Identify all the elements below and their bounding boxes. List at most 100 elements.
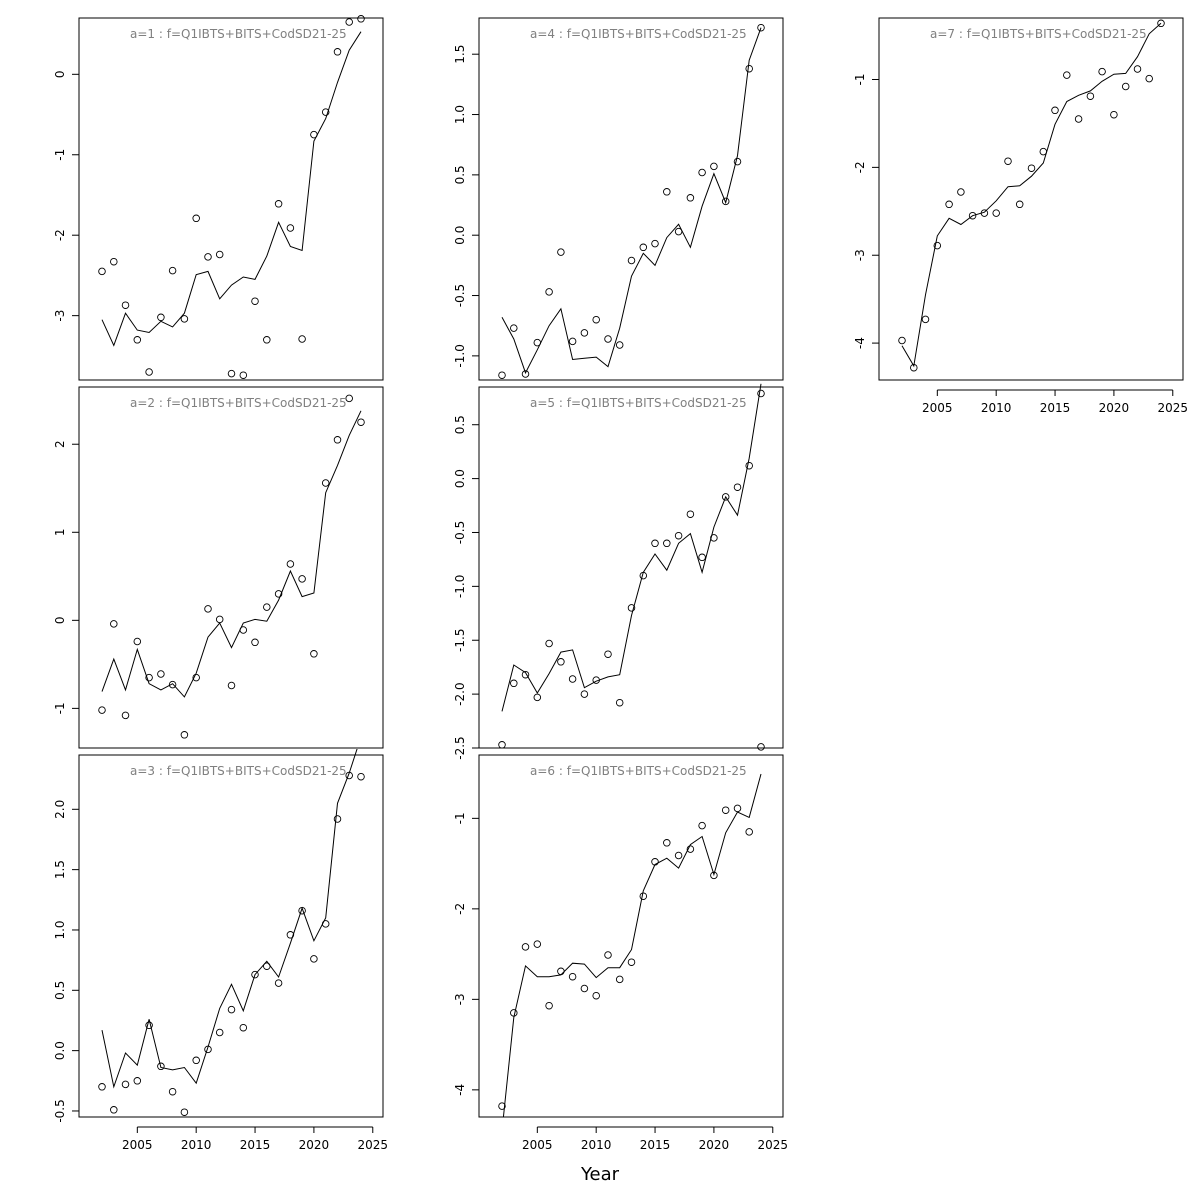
observed-point — [133, 1077, 142, 1085]
observed-point — [204, 253, 212, 261]
observed-point — [180, 315, 189, 323]
observed-point — [627, 256, 636, 265]
observed-point — [157, 313, 165, 322]
observed-point — [145, 673, 153, 682]
x-tick-label: 2010 — [581, 1138, 612, 1152]
observed-point — [168, 680, 177, 689]
observed-point — [498, 1102, 506, 1110]
observed-point — [674, 227, 683, 236]
observed-point — [698, 821, 706, 830]
observed-point — [239, 1023, 248, 1032]
observed-point — [968, 211, 977, 220]
observed-point — [710, 162, 718, 171]
observed-point — [192, 673, 200, 682]
observed-point — [145, 368, 153, 376]
observed-point — [721, 197, 730, 206]
observed-point — [110, 1106, 118, 1114]
observed-point — [310, 650, 318, 658]
observed-point — [510, 679, 518, 688]
panel-2: a=2 : f=Q1IBTS+BITS+CodSD21-25 -1 0 1 2 — [53, 386, 384, 749]
y-tick-label: 2.0 — [53, 800, 67, 819]
x-tick-label: 2005 — [522, 1138, 553, 1152]
observed-point — [357, 772, 365, 781]
observed-point — [521, 670, 530, 679]
observed-point — [510, 1009, 518, 1017]
y-tick-label: -2.0 — [453, 682, 467, 705]
observed-point — [1121, 82, 1130, 91]
observed-point — [298, 335, 306, 343]
observed-point — [651, 858, 659, 866]
observed-point — [274, 979, 283, 987]
observed-point — [121, 711, 130, 720]
observed-point — [510, 324, 518, 332]
panel-4: a=4 : f=Q1IBTS+BITS+CodSD21-25 -1.0 -0.5 0.… — [453, 17, 784, 381]
observed-point — [239, 371, 248, 379]
panel-7: a=7 : f=Q1IBTS+BITS+CodSD21-25 -4 -3 -2 -1 20… — [853, 17, 1188, 415]
panel-5: a=5 : f=Q1IBTS+BITS+CodSD21-25 -2.5 -2.0 -1… — [453, 383, 784, 760]
observed-point — [686, 510, 695, 518]
observed-point — [274, 200, 283, 208]
observed-point — [557, 248, 565, 256]
observed-point — [604, 951, 612, 959]
x-tick-label: 2025 — [1157, 401, 1188, 415]
observed-point — [180, 1108, 189, 1116]
panel-title: a=4 : f=Q1IBTS+BITS+CodSD21-25 — [530, 27, 747, 41]
panel-title: a=6 : f=Q1IBTS+BITS+CodSD21-25 — [530, 764, 747, 778]
observed-point — [168, 266, 177, 275]
observed-point — [145, 1021, 153, 1030]
y-tick-label: -2 — [853, 161, 867, 173]
observed-point — [321, 920, 330, 928]
observed-point — [592, 991, 600, 1000]
observed-point — [615, 341, 624, 349]
x-tick-label: 2020 — [1099, 401, 1130, 415]
observed-point — [757, 389, 765, 398]
panel-1: a=1 : f=Q1IBTS+BITS+CodSD21-25 -3 -2 -1 0 — [53, 15, 384, 381]
observed-point — [215, 250, 224, 259]
observed-point — [239, 626, 248, 634]
panels: a=1 : f=Q1IBTS+BITS+CodSD21-25-3-2-10a=2… — [53, 15, 1188, 1152]
x-tick-label: 2015 — [640, 1138, 671, 1152]
x-tick-label: 2010 — [981, 401, 1012, 415]
y-tick-label: 1.0 — [453, 105, 467, 124]
observed-point — [627, 958, 636, 966]
y-tick-label: 1 — [53, 528, 67, 536]
x-tick-label: 2015 — [240, 1138, 271, 1152]
y-tick-label: 0.5 — [453, 165, 467, 184]
observed-point — [533, 338, 542, 347]
observed-point — [663, 839, 671, 847]
observed-point — [592, 676, 600, 684]
x-tick-label: 2020 — [299, 1138, 330, 1152]
y-tick-label: -0.5 — [453, 284, 467, 307]
x-axis-title: Year — [580, 1164, 620, 1185]
y-tick-label: -2 — [53, 229, 67, 241]
y-tick-label: 0.0 — [53, 1041, 67, 1060]
observed-point — [557, 967, 565, 976]
y-tick-label: 0 — [53, 70, 67, 78]
observed-point — [663, 188, 671, 196]
observed-point — [733, 804, 742, 813]
y-tick-label: -1 — [53, 702, 67, 714]
observed-point — [333, 815, 342, 823]
y-tick-label: -3 — [853, 249, 867, 261]
observed-point — [721, 806, 730, 814]
observed-point — [615, 975, 624, 984]
y-tick-label: -1 — [853, 74, 867, 86]
x-tick-label: 2020 — [699, 1138, 730, 1152]
y-tick-label: -3 — [453, 993, 467, 1005]
y-tick-label: -4 — [453, 1084, 467, 1096]
observed-point — [674, 531, 683, 540]
observed-point — [321, 108, 330, 116]
observed-point — [110, 620, 118, 628]
panel-title: a=2 : f=Q1IBTS+BITS+CodSD21-25 — [130, 396, 347, 410]
x-tick-label: 2025 — [757, 1138, 788, 1152]
observed-point — [1015, 200, 1024, 209]
observed-point — [580, 984, 589, 993]
x-tick-label: 2005 — [122, 1138, 153, 1152]
observed-point — [686, 194, 695, 202]
observed-point — [686, 845, 695, 853]
observed-point — [980, 209, 989, 217]
observed-point — [333, 48, 342, 56]
y-tick-label: -3 — [53, 310, 67, 322]
observed-point — [651, 239, 659, 248]
observed-point — [1157, 19, 1165, 28]
